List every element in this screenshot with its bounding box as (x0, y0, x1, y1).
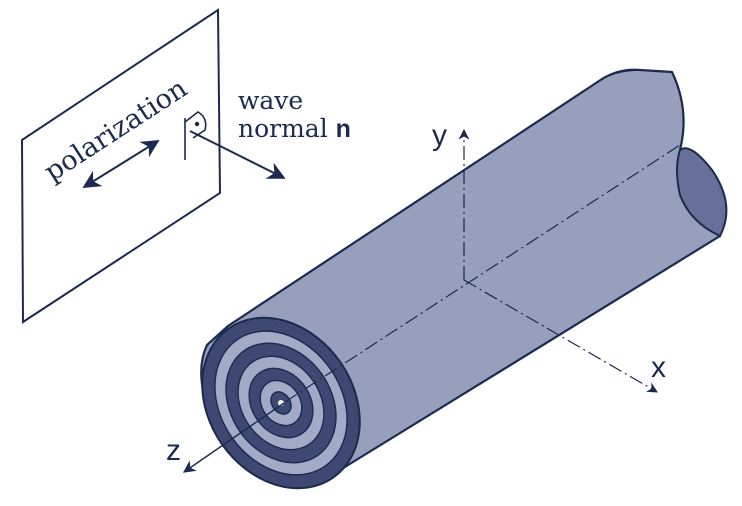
cylinder-far-end (676, 147, 728, 238)
axis-y-label: y (432, 119, 447, 152)
axis-x-label: x (651, 351, 666, 384)
axis-z-label: z (166, 434, 181, 467)
cylinder-cross-section (201, 316, 361, 490)
right-angle-marker-icon (184, 111, 207, 160)
z-axis-icon (182, 402, 285, 473)
x-axis-icon (463, 279, 658, 393)
wave-normal-arrow-icon (189, 130, 286, 179)
wave-label: wave (238, 86, 303, 115)
coordinate-axes (182, 128, 658, 473)
wave-normal-label: normal n (238, 114, 351, 143)
normal-symbol: n (336, 115, 351, 143)
fiber-axis-line (284, 144, 681, 403)
polarization-arrow-icon (82, 140, 160, 188)
